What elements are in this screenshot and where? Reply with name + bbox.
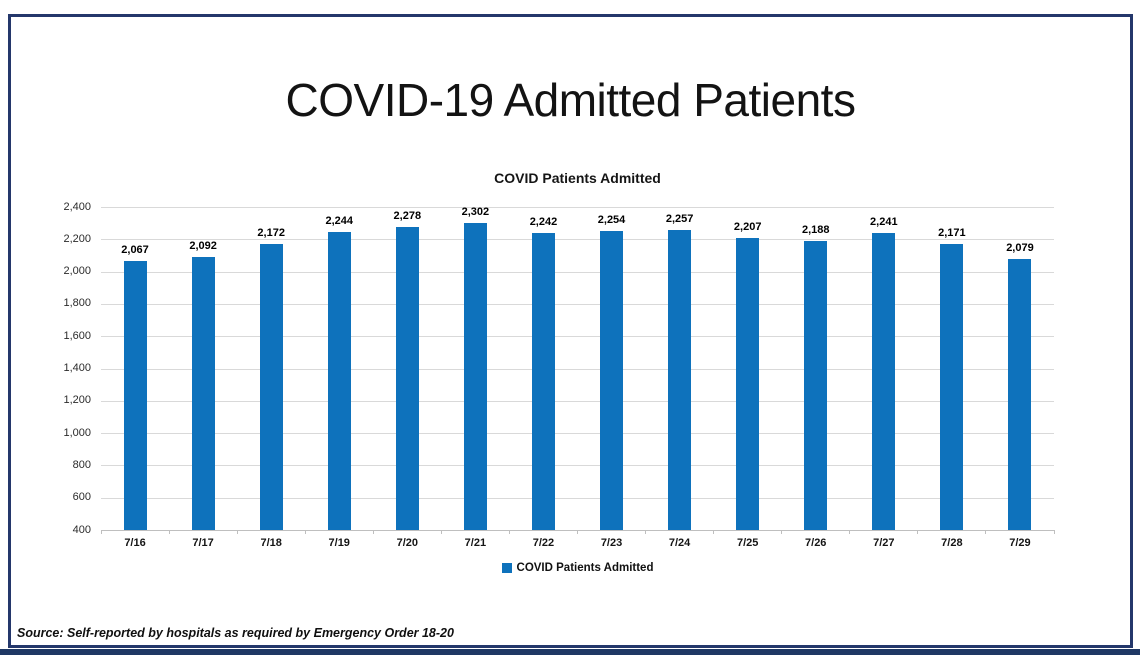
x-axis-tick bbox=[372, 530, 374, 534]
x-axis-tick bbox=[440, 530, 442, 534]
bar-value-label: 2,302 bbox=[461, 205, 490, 218]
bar bbox=[872, 232, 896, 530]
bar-value-label: 2,079 bbox=[1006, 241, 1034, 254]
gridline bbox=[101, 336, 1054, 338]
gridline bbox=[101, 368, 1054, 370]
x-axis-category-label: 7/24 bbox=[668, 537, 691, 549]
legend-label: COVID Patients Admitted bbox=[516, 562, 654, 574]
chart-title: COVID Patients Admitted bbox=[494, 170, 661, 186]
y-axis-tick-label: 400 bbox=[72, 523, 91, 536]
x-axis-tick bbox=[781, 530, 783, 534]
bar bbox=[668, 230, 692, 530]
y-axis-tick-label: 1,200 bbox=[63, 394, 91, 407]
x-axis-category-label: 7/25 bbox=[736, 537, 759, 549]
plot-area: 2,400 2,200 2,000 1,800 1,600 1,400 1,200 1,000… bbox=[63, 201, 1055, 549]
x-axis-tick bbox=[645, 530, 647, 534]
bar bbox=[940, 243, 964, 530]
x-axis-category-label: 7/28 bbox=[941, 537, 963, 549]
x-axis-tick bbox=[236, 530, 238, 534]
x-axis-category-label: 7/23 bbox=[600, 537, 623, 549]
bar-value-label: 2,188 bbox=[801, 224, 830, 237]
gridline bbox=[101, 239, 1054, 241]
x-axis-category-label: 7/19 bbox=[328, 537, 350, 549]
x-axis-tick bbox=[304, 530, 306, 534]
bar bbox=[804, 241, 828, 530]
bar-value-label: 2,241 bbox=[870, 215, 898, 228]
y-axis-tick-label: 2,000 bbox=[63, 265, 91, 278]
bar-value-label: 2,207 bbox=[733, 221, 762, 234]
x-axis-category-label: 7/29 bbox=[1009, 537, 1031, 549]
x-axis-tick bbox=[917, 530, 919, 534]
bar bbox=[531, 232, 555, 530]
bar bbox=[736, 238, 760, 530]
report-frame: COVID-19 Admitted Patients COVID Patient… bbox=[8, 14, 1133, 648]
legend: COVID Patients Admitted bbox=[101, 562, 1054, 574]
gridline bbox=[101, 497, 1054, 499]
bar-value-label: 2,171 bbox=[938, 226, 966, 239]
bar bbox=[600, 230, 624, 530]
x-axis-tick bbox=[508, 530, 510, 534]
bar-value-label: 2,257 bbox=[665, 213, 694, 226]
page-title: COVID-19 Admitted Patients bbox=[285, 74, 856, 126]
x-axis-tick bbox=[577, 530, 578, 534]
gridline bbox=[101, 433, 1054, 435]
bar-value-label: 2,242 bbox=[529, 215, 558, 228]
bar-value-label: 2,278 bbox=[393, 209, 422, 222]
y-axis-tick-label: 1,400 bbox=[63, 362, 91, 374]
x-axis-tick bbox=[100, 530, 102, 534]
y-axis-tick-label: 1,000 bbox=[63, 426, 91, 439]
x-axis-tick bbox=[713, 530, 715, 534]
bar-value-label: 2,172 bbox=[257, 226, 285, 239]
x-axis-category-label: 7/22 bbox=[532, 537, 555, 549]
bar bbox=[395, 226, 419, 530]
x-axis-category-label: 7/17 bbox=[192, 537, 214, 549]
bar bbox=[1008, 258, 1032, 530]
y-axis-tick-label: 600 bbox=[72, 491, 91, 504]
x-axis-tick bbox=[168, 530, 170, 534]
x-axis-tick bbox=[1053, 530, 1055, 534]
y-axis-tick-label: 1,800 bbox=[63, 297, 91, 310]
bottom-border-strip bbox=[0, 649, 1140, 655]
x-axis-category-label: 7/21 bbox=[464, 537, 487, 549]
gridline bbox=[101, 465, 1054, 467]
bar bbox=[123, 260, 147, 530]
x-axis-tick bbox=[849, 530, 851, 534]
bar bbox=[327, 232, 351, 530]
bar bbox=[463, 222, 487, 530]
bar-value-label: 2,092 bbox=[189, 239, 217, 252]
source-note: Source: Self-reported by hospitals as re… bbox=[17, 626, 454, 640]
bar bbox=[191, 256, 215, 530]
x-axis-category-label: 7/27 bbox=[873, 537, 895, 549]
bar-value-label: 2,254 bbox=[597, 213, 626, 226]
x-axis-category-label: 7/26 bbox=[805, 537, 827, 549]
y-axis-tick-label: 800 bbox=[72, 458, 91, 471]
gridline bbox=[101, 271, 1054, 273]
x-axis-category-label: 7/20 bbox=[396, 537, 419, 549]
gridline bbox=[101, 207, 1054, 208]
x-axis-category-label: 7/16 bbox=[124, 537, 146, 549]
bar-value-label: 2,244 bbox=[325, 215, 354, 228]
legend-swatch-icon bbox=[501, 563, 512, 573]
x-axis-category-label: 7/18 bbox=[260, 537, 282, 549]
gridline bbox=[101, 400, 1054, 402]
bar bbox=[259, 243, 283, 530]
y-axis-tick-label: 1,600 bbox=[63, 329, 91, 342]
y-axis-tick-label: 2,200 bbox=[63, 232, 91, 245]
gridline bbox=[101, 303, 1054, 305]
x-axis-tick bbox=[985, 530, 987, 534]
bar-value-label: 2,067 bbox=[121, 243, 149, 256]
y-axis-tick-label: 2,400 bbox=[63, 200, 91, 213]
